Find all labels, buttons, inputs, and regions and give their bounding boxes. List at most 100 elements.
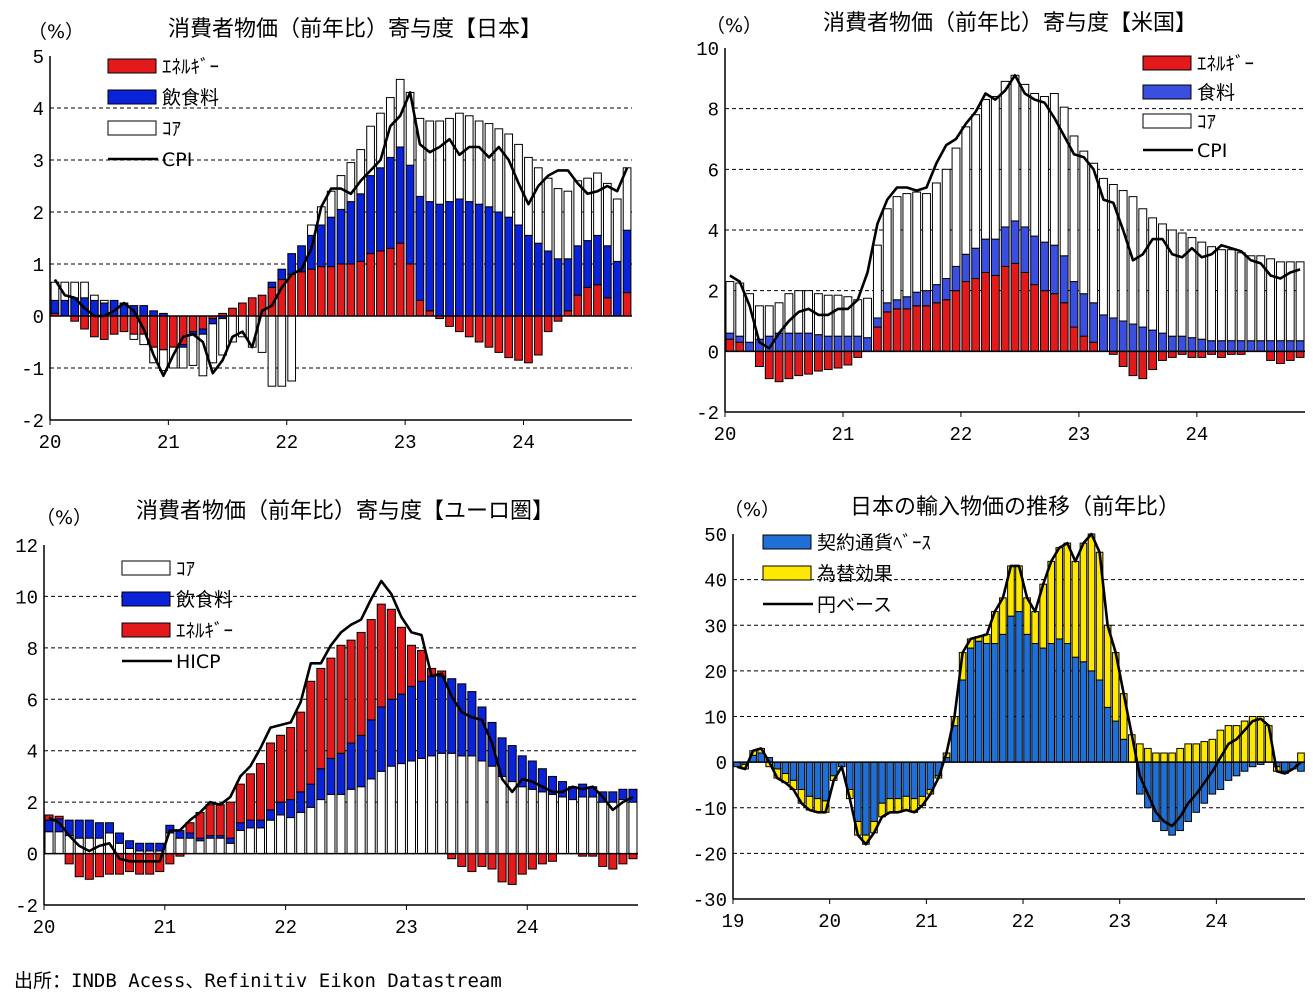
bar-energy: [1295, 350, 1305, 358]
x-tick-label: 21: [832, 424, 855, 446]
bar-food: [833, 335, 843, 352]
y-tick-label: 0: [708, 342, 719, 364]
bar-core: [497, 775, 507, 855]
y-tick-label: 2: [33, 203, 44, 225]
bar-food: [104, 822, 114, 834]
bar-core: [376, 770, 386, 855]
bar-energy: [225, 801, 235, 839]
bar-energy: [573, 294, 583, 317]
bar-core: [547, 793, 557, 855]
bar-food: [425, 201, 435, 312]
legend-label-total: CPI: [1197, 140, 1227, 162]
bar-food: [813, 334, 823, 352]
legend-swatch-contract: [762, 534, 812, 550]
bar-food: [306, 783, 316, 808]
bar-food: [735, 335, 745, 343]
bar-food: [395, 146, 405, 244]
legend-label-food: 飲食料: [162, 87, 219, 109]
bar-energy: [1059, 302, 1069, 352]
bar-core: [376, 112, 385, 169]
bar-energy: [524, 315, 533, 364]
bar-core: [356, 149, 366, 195]
bar-food: [445, 201, 454, 317]
bar-energy: [346, 263, 356, 317]
bar-energy: [188, 315, 198, 333]
bar-energy: [425, 310, 435, 317]
bar-core: [386, 765, 396, 855]
bar-energy: [517, 853, 527, 875]
bar-food: [1108, 317, 1118, 352]
bar-food: [376, 706, 386, 772]
legend-swatch-food: [121, 591, 171, 607]
bar-food: [573, 245, 583, 296]
bar-contract: [1023, 633, 1031, 763]
bar-food: [447, 678, 457, 754]
bar-food: [1246, 340, 1256, 352]
bar-contract: [1079, 661, 1088, 763]
bar-core: [533, 167, 543, 244]
bar-energy: [602, 297, 612, 317]
bar-food: [524, 234, 533, 317]
bar-food: [922, 290, 931, 307]
bar-fx: [813, 798, 822, 813]
bar-food: [1049, 244, 1059, 295]
legend-swatch-energy: [121, 622, 171, 638]
legend-swatch-fx: [762, 565, 812, 581]
bar-energy: [784, 350, 794, 380]
bar-energy: [405, 263, 415, 317]
bar-energy: [1040, 290, 1049, 352]
bar-core: [1079, 150, 1089, 295]
bar-core: [1069, 135, 1079, 283]
bar-food: [94, 822, 104, 839]
bar-food: [1089, 302, 1099, 343]
bar-energy: [326, 657, 336, 759]
bar-core: [225, 842, 235, 855]
legend-swatch-core: [107, 120, 157, 136]
y-tick-label: 20: [704, 662, 727, 684]
bar-energy: [823, 350, 833, 371]
bar-energy: [533, 315, 543, 356]
x-tick-label: 21: [153, 917, 176, 939]
bar-energy: [725, 338, 735, 352]
bar-core: [1099, 177, 1108, 316]
bar-food: [267, 281, 277, 288]
bar-energy: [245, 773, 255, 821]
legend-swatch-core: [1142, 113, 1192, 129]
bar-food: [265, 809, 276, 821]
bar-energy: [735, 341, 745, 352]
bar-core: [527, 788, 537, 855]
bar-food: [794, 332, 804, 352]
bar-energy: [90, 315, 99, 338]
bar-core: [346, 162, 356, 203]
bar-energy: [356, 260, 366, 317]
bar-food: [608, 791, 618, 803]
bar-fx: [1192, 743, 1201, 763]
legend-label-total: CPI: [162, 149, 192, 171]
bar-core: [218, 318, 227, 356]
x-tick-label: 20: [39, 432, 62, 454]
bar-fx: [1047, 560, 1056, 644]
y-tick-label: -2: [15, 896, 38, 918]
bar-contract: [1007, 615, 1015, 763]
bar-core: [931, 182, 941, 286]
chart-title: 消費者物価（前年比）寄与度【ユーロ圏】: [136, 499, 554, 524]
x-tick-label: 23: [395, 917, 418, 939]
bar-energy: [54, 815, 64, 820]
bar-core: [853, 299, 863, 337]
bar-energy: [205, 804, 215, 837]
bar-food: [583, 240, 592, 288]
bar-core: [1236, 252, 1246, 342]
bar-food: [356, 193, 366, 262]
bar-food: [745, 341, 755, 352]
bar-core: [477, 760, 487, 855]
bar-contract: [862, 761, 870, 836]
source-note: 出所：INDB Acess、Refinitiv Eikon Datastream: [14, 970, 502, 992]
y-tick-label: 0: [716, 753, 727, 775]
bar-food: [547, 775, 557, 795]
bar-core: [175, 837, 185, 855]
bar-energy: [504, 315, 514, 359]
bar-food: [612, 260, 622, 317]
bar-energy: [484, 315, 494, 348]
bar-food: [504, 216, 514, 317]
